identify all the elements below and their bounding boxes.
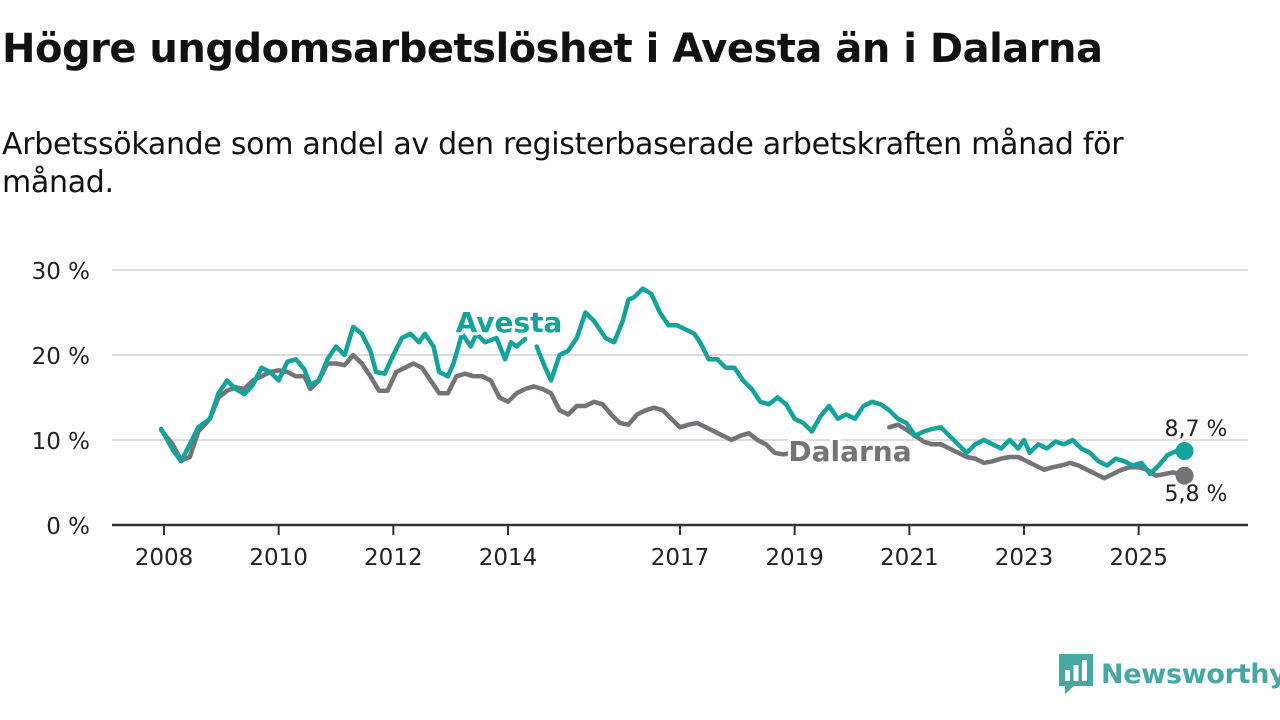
x-tick-label: 2025 [1109,545,1168,571]
x-tick-label: 2023 [995,545,1054,571]
x-tick-label: 2014 [479,545,538,571]
x-tick-label: 2008 [135,545,194,571]
y-tick-label: 0 % [46,514,90,540]
end-point-avesta [1175,442,1194,461]
y-tick-label: 10 % [32,429,90,455]
x-tick-label: 2017 [651,545,710,571]
x-tick-label: 2021 [880,545,939,571]
y-tick-label: 30 % [32,259,90,285]
newsworthy-logo: Newsworthy [1059,654,1280,694]
series-label-dalarna: Dalarna [788,435,911,468]
chart-title: Högre ungdomsarbetslöshet i Avesta än i … [2,26,1103,72]
chart-subtitle: Arbetssökande som andel av den registerb… [2,127,1124,200]
newsworthy-logo-text: Newsworthy [1101,658,1280,690]
newsworthy-logo-icon [1059,654,1093,694]
series-line-avesta [158,286,1187,477]
x-tick-label: 2010 [249,545,308,571]
series-label-avesta: Avesta [456,306,563,339]
series-line-dalarna [158,352,1187,481]
end-point-dalarna [1175,466,1194,485]
y-tick-label: 20 % [32,344,90,370]
x-tick-label: 2019 [765,545,824,571]
x-tick-label: 2012 [364,545,423,571]
end-label-dalarna: 5,8 % [1165,482,1228,507]
end-label-avesta: 8,7 % [1165,417,1228,442]
